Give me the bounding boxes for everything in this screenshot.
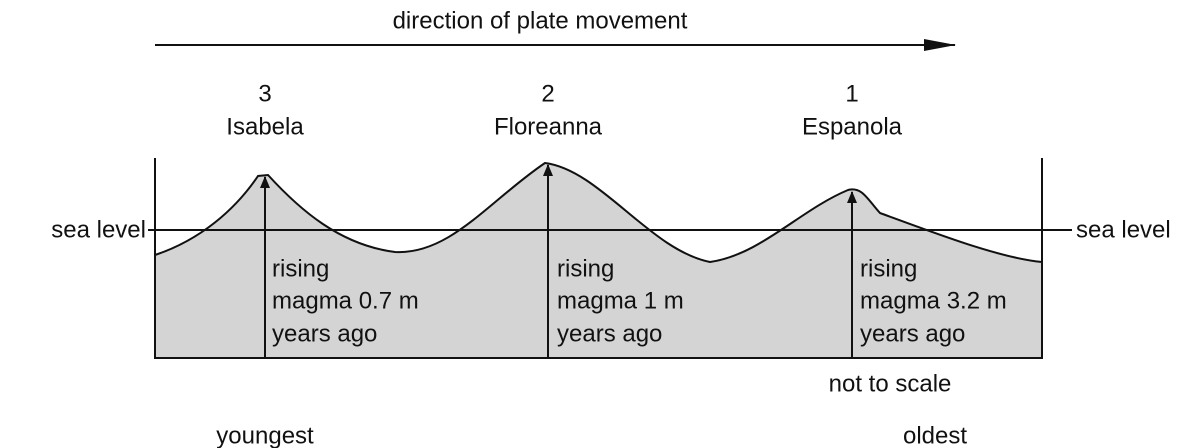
ocean-floor bbox=[155, 163, 1042, 358]
island-number: 3 bbox=[258, 80, 271, 107]
magma-text: years ago bbox=[557, 320, 662, 347]
magma-text: magma 3.2 m bbox=[860, 287, 1007, 314]
magma-text: rising bbox=[860, 255, 917, 282]
terrain-outline bbox=[154, 161, 1043, 264]
island-number: 1 bbox=[845, 80, 858, 107]
island-number: 2 bbox=[541, 80, 554, 107]
scale-note: not to scale bbox=[829, 370, 952, 397]
island-name: Espanola bbox=[802, 113, 903, 140]
plate-direction-label: direction of plate movement bbox=[393, 7, 688, 34]
magma-text: rising bbox=[272, 255, 329, 282]
sea-level-label: sea level bbox=[1076, 216, 1171, 243]
sea-level-label: sea level bbox=[51, 216, 146, 243]
magma-text: years ago bbox=[272, 320, 377, 347]
magma-text: magma 0.7 m bbox=[272, 287, 419, 314]
island-name: Isabela bbox=[226, 113, 304, 140]
magma-text: rising bbox=[557, 255, 614, 282]
magma-text: years ago bbox=[860, 320, 965, 347]
age-label: oldest bbox=[903, 422, 967, 448]
island-name: Floreanna bbox=[494, 113, 603, 140]
age-label: youngest bbox=[216, 422, 314, 448]
magma-text: magma 1 m bbox=[557, 287, 684, 314]
